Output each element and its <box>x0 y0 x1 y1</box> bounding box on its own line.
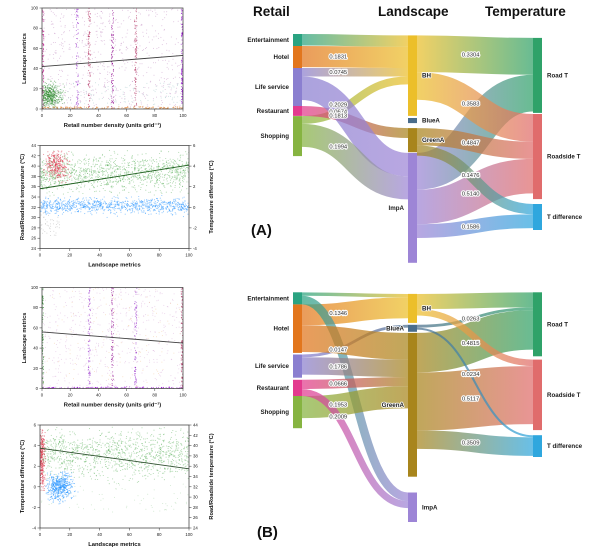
scatter-column: 0 20 40 60 80 100 0 20 40 60 80 100 Retail number de… <box>0 0 245 558</box>
svg-text:80: 80 <box>157 253 162 258</box>
svg-text:80: 80 <box>33 26 38 31</box>
svg-text:Retail number density (units g: Retail number density (units grid⁻¹) <box>64 122 161 129</box>
svg-text:40: 40 <box>31 164 36 169</box>
scatter-plot-landscape-vs-retail-density-top: 0 20 40 60 80 100 0 20 40 60 80 100 Retail number de… <box>22 6 187 130</box>
svg-text:40: 40 <box>97 253 102 258</box>
column-header-retail: Retail <box>253 4 290 19</box>
sankey-diagram-a: 0.18310.07450.06740.18130.20290.19940.33… <box>247 34 583 263</box>
svg-text:20: 20 <box>68 113 73 118</box>
svg-text:28: 28 <box>31 225 36 230</box>
svg-text:32: 32 <box>31 205 36 210</box>
svg-text:2: 2 <box>193 184 196 189</box>
svg-text:0: 0 <box>41 113 44 118</box>
svg-text:60: 60 <box>124 113 129 118</box>
svg-text:0: 0 <box>39 253 42 258</box>
sankey-diagram-b: 0.13460.01470.17860.06660.19530.20090.02… <box>247 292 583 522</box>
svg-text:20: 20 <box>67 253 72 258</box>
column-header-landscape: Landscape <box>378 4 449 19</box>
svg-text:6: 6 <box>193 143 196 148</box>
panel-label-a: (A) <box>251 222 272 239</box>
svg-text:34: 34 <box>31 195 36 200</box>
svg-text:36: 36 <box>31 184 36 189</box>
svg-text:Landscape metrics: Landscape metrics <box>88 263 141 269</box>
svg-text:4: 4 <box>193 164 196 169</box>
svg-text:40: 40 <box>96 113 101 118</box>
svg-text:-4: -4 <box>193 246 197 251</box>
svg-text:0: 0 <box>36 107 39 112</box>
svg-text:30: 30 <box>31 215 36 220</box>
svg-text:Landscape metrics: Landscape metrics <box>22 33 28 84</box>
sankey-column: Retail Landscape Temperature 0.1831 0.074… <box>245 0 600 558</box>
svg-text:44: 44 <box>31 143 36 148</box>
scatter-plot-temperature-vs-landscape-top: 0 20 40 60 80 1002426283032343638404244-4-202… <box>20 143 215 269</box>
column-header-temperature: Temperature <box>485 4 566 19</box>
svg-text:26: 26 <box>31 236 36 241</box>
svg-text:100: 100 <box>185 253 193 258</box>
svg-text:60: 60 <box>33 46 38 51</box>
panel-label-b: (B) <box>257 524 278 541</box>
svg-text:20: 20 <box>33 86 38 91</box>
svg-text:100: 100 <box>179 113 187 118</box>
svg-text:Temperature difference (°C): Temperature difference (°C) <box>209 160 215 233</box>
svg-text:-2: -2 <box>193 225 197 230</box>
svg-text:Road/Roadside temperature (°C): Road/Roadside temperature (°C) <box>20 154 26 240</box>
svg-text:100: 100 <box>31 6 39 11</box>
svg-text:60: 60 <box>127 253 132 258</box>
svg-text:80: 80 <box>152 113 157 118</box>
svg-text:40: 40 <box>33 66 38 71</box>
svg-text:38: 38 <box>31 174 36 179</box>
svg-text:0: 0 <box>193 205 196 210</box>
svg-text:24: 24 <box>31 246 36 251</box>
svg-text:42: 42 <box>31 153 36 158</box>
scatter-plot-temp-difference-vs-landscape-bottom: 0 20 40 60 80 100-4-2024624262830323436384042… <box>20 423 215 549</box>
